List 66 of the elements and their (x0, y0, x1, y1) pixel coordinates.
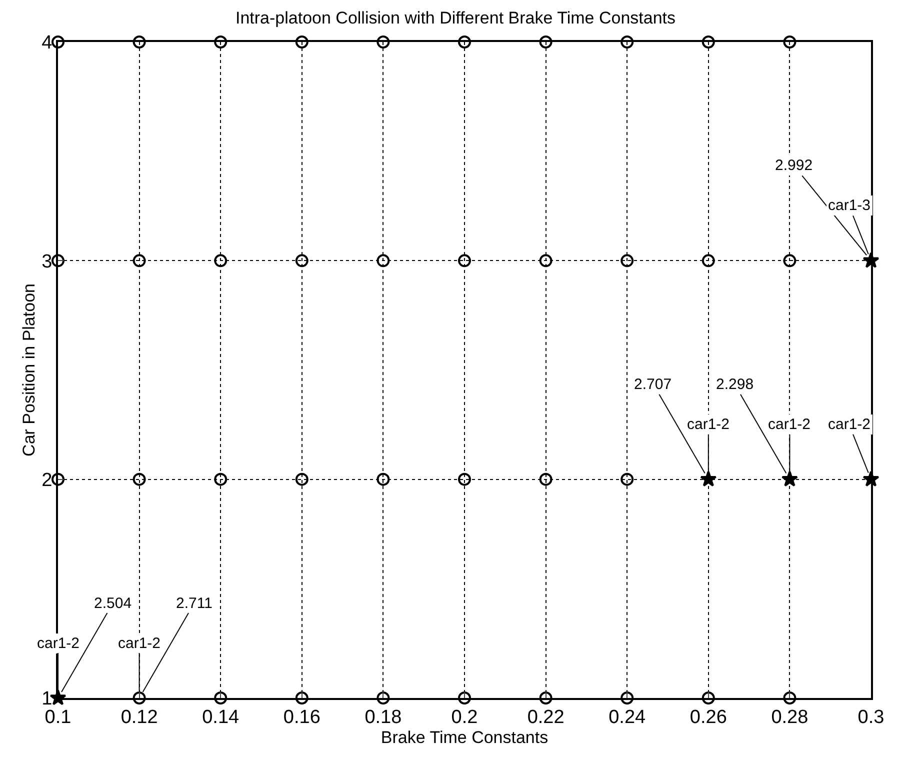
annotation: car1-2 (687, 416, 730, 433)
point (376, 254, 390, 268)
x-tick-label: 0.26 (690, 706, 727, 728)
point (539, 472, 552, 486)
annotation: car1-2 (768, 416, 811, 433)
y-axis-title: Car Position in Platoon (20, 284, 39, 456)
point (539, 36, 552, 48)
point (783, 692, 796, 704)
annotation: car1-2 (828, 416, 871, 433)
x-tick-label: 0.18 (364, 706, 402, 728)
point (458, 36, 471, 48)
x-tick-label: 0.2 (451, 706, 478, 728)
point (620, 692, 634, 704)
point (295, 472, 308, 486)
point (620, 254, 634, 268)
point (376, 472, 390, 486)
point (214, 254, 228, 268)
x-tick-label: 0.14 (202, 706, 240, 728)
point (132, 692, 146, 704)
point (620, 36, 634, 48)
point (458, 472, 471, 486)
x-tick-label: 0.28 (771, 706, 808, 728)
annotation: 2.298 (716, 376, 754, 393)
annotation: 2.504 (94, 595, 132, 612)
annotation: 2.707 (634, 376, 672, 393)
point (702, 692, 715, 704)
point (52, 472, 64, 486)
point (376, 36, 390, 48)
annotation: 2.711 (176, 595, 212, 612)
point (295, 36, 308, 48)
annotation: car1-3 (828, 197, 871, 214)
point (458, 692, 471, 704)
x-tick-label: 0.16 (283, 706, 320, 728)
point (52, 254, 64, 268)
annotation: car1-2 (37, 635, 80, 652)
point (295, 254, 308, 268)
point (539, 692, 552, 704)
annotation: 2.992 (775, 157, 813, 174)
point (781, 470, 798, 487)
point (702, 36, 715, 48)
x-tick-label: 0.22 (527, 706, 564, 728)
point (214, 472, 228, 486)
point (132, 254, 146, 268)
point (783, 254, 796, 268)
point (702, 254, 715, 268)
point (458, 254, 471, 268)
x-tick-label: 0.3 (858, 706, 884, 728)
point (214, 36, 228, 48)
point (783, 36, 796, 48)
point (620, 472, 634, 486)
point (132, 472, 146, 486)
point (295, 692, 308, 704)
point (132, 36, 146, 48)
x-axis-title: Brake Time Constants (380, 728, 548, 747)
point (52, 36, 64, 48)
x-tick-label: 0.24 (608, 706, 646, 728)
y-tick-label: 2 (42, 470, 52, 491)
point (539, 254, 552, 268)
chart-title: Intra-platoon Collision with Different Brake Time Constants (236, 8, 676, 28)
point (376, 692, 390, 704)
y-tick-label: 4 (42, 32, 53, 54)
point (214, 692, 228, 704)
x-tick-label: 0.12 (120, 706, 158, 728)
point (700, 470, 717, 487)
annotation: car1-2 (118, 635, 161, 652)
y-tick-label: 3 (42, 251, 52, 272)
